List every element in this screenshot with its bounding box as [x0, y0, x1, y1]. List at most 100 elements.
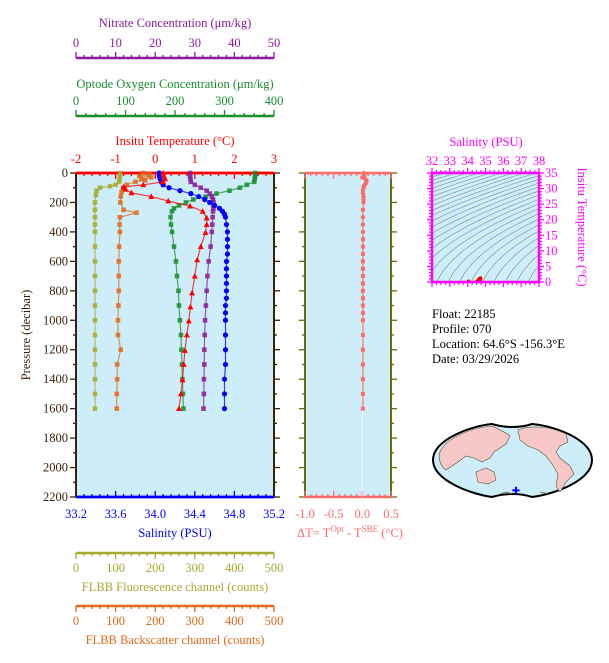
delta-t-point: [360, 222, 366, 227]
salinity-point: [222, 214, 229, 220]
backscatter-point: [118, 347, 124, 353]
fluorescence-point: [92, 222, 98, 227]
backscatter-point: [119, 189, 124, 195]
fluorescence-point: [92, 406, 98, 411]
salinity-tick-label: 34.4: [184, 507, 207, 521]
salinity-tick-label: 33.6: [105, 507, 127, 521]
ts-temperature-tick-label: 5: [545, 259, 551, 273]
salinity-point: [221, 391, 228, 397]
oxygen-point: [169, 208, 175, 214]
backscatter-point: [114, 391, 120, 397]
salinity-point: [223, 288, 230, 294]
fluorescence-point: [94, 188, 99, 193]
temperature-point: [194, 256, 201, 263]
fluorescence-point: [117, 176, 122, 182]
nitrate-point: [209, 222, 215, 227]
backscatter-point: [133, 179, 138, 185]
fluorescence-point: [93, 192, 99, 198]
salinity-point: [222, 317, 229, 323]
salinity-point: [222, 347, 229, 353]
temperature-point: [189, 289, 196, 296]
fluorescence-point: [92, 214, 98, 220]
salinity-point: [222, 310, 229, 316]
temperature-point: [175, 405, 182, 412]
density-contour: [432, 203, 539, 272]
oxygen-point: [181, 406, 186, 411]
temperature-point: [181, 347, 188, 353]
backscatter-point: [114, 376, 120, 382]
oxygen-point: [252, 176, 257, 182]
delta-t-point: [360, 406, 365, 411]
fluorescence-point: [92, 259, 98, 264]
pressure-tick-label: 1200: [43, 343, 68, 357]
delta-t-point: [360, 252, 365, 256]
profile-number: Profile: 070: [432, 322, 491, 336]
ts-temperature-tick-label: 15: [545, 228, 558, 242]
backscatter-tick-label: 0: [73, 614, 79, 628]
density-contour: [432, 199, 539, 259]
fluorescence-tick-label: 400: [225, 561, 244, 575]
density-contour: [432, 175, 539, 216]
delta-t-point: [360, 296, 365, 301]
density-contour: [432, 173, 515, 202]
ts-temperature-tick-label: 20: [545, 213, 558, 227]
salinity-point: [207, 199, 213, 206]
salinity-point: [166, 185, 172, 191]
salinity-point: [223, 295, 230, 301]
backscatter-point: [121, 207, 126, 213]
pressure-tick-label: 1800: [43, 431, 68, 445]
salinity-point: [224, 229, 231, 235]
oxygen-point: [179, 362, 185, 367]
ts-temperature-tick-label: 10: [545, 244, 558, 258]
temperature-tick-label: -2: [71, 152, 81, 166]
density-contour: [482, 230, 539, 282]
backscatter-tick-label: 500: [265, 614, 284, 628]
fluorescence-point: [92, 207, 98, 213]
density-contour: [432, 173, 538, 211]
fluorescence-point: [97, 185, 103, 191]
backscatter-point: [143, 178, 148, 183]
fluorescence-point: [92, 303, 98, 308]
salinity-tick-label: 33.2: [65, 507, 87, 521]
delta-t-tick-label: -0.5: [324, 507, 344, 521]
delta-t-point: [360, 377, 365, 382]
oxygen-point: [176, 303, 182, 308]
backscatter-point: [116, 244, 122, 249]
delta-t-axes: -1.0 -0.5 0.0 0.5: [295, 171, 399, 521]
pressure-tick-label: 800: [49, 284, 68, 298]
temperature-tick-label: 0: [152, 152, 158, 166]
ts-salinity-tick-label: 35: [479, 154, 492, 168]
salinity-tick-label: 35.2: [263, 507, 285, 521]
delta-t-axis-title: ΔT= TOpt - TSBE (°C): [297, 524, 403, 540]
temperature-tick-label: 1: [192, 152, 198, 166]
ts-plot-area: [432, 173, 539, 282]
backscatter-tick-label: 300: [185, 614, 204, 628]
oxygen-point: [237, 185, 243, 191]
salinity-point: [212, 202, 218, 208]
salinity-point: [202, 196, 208, 203]
temperature-point: [177, 390, 184, 397]
salinity-tick-label: 34.8: [223, 507, 245, 521]
float-id: Float: 22185: [432, 307, 496, 321]
delta-t-point: [361, 200, 366, 205]
fluorescence-point: [92, 362, 98, 367]
delta-t-tick-label: 0.0: [355, 507, 371, 521]
oxygen-point: [180, 391, 186, 397]
delta-t-point: [360, 244, 365, 249]
backscatter-tick-label: 100: [106, 614, 125, 628]
backscatter-point: [116, 259, 122, 264]
delta-t-point: [360, 347, 365, 352]
temperature-axis-title: Insitu Temperature (°C): [115, 134, 234, 148]
nitrate-point: [209, 194, 215, 199]
delta-t-point: [360, 229, 366, 235]
backscatter-axis-title: FLBB Backscatter channel (counts): [86, 633, 265, 647]
delta-t-point: [360, 303, 365, 308]
salinity-point: [223, 280, 230, 287]
salinity-tick-label: 34.0: [144, 507, 166, 521]
map-land-asia: [438, 425, 511, 471]
oxygen-tick-label: 100: [116, 94, 135, 108]
temperature-point: [180, 361, 187, 367]
ts-salinity-tick-label: 38: [533, 154, 546, 168]
salinity-axis-title: Salinity (PSU): [138, 526, 211, 540]
